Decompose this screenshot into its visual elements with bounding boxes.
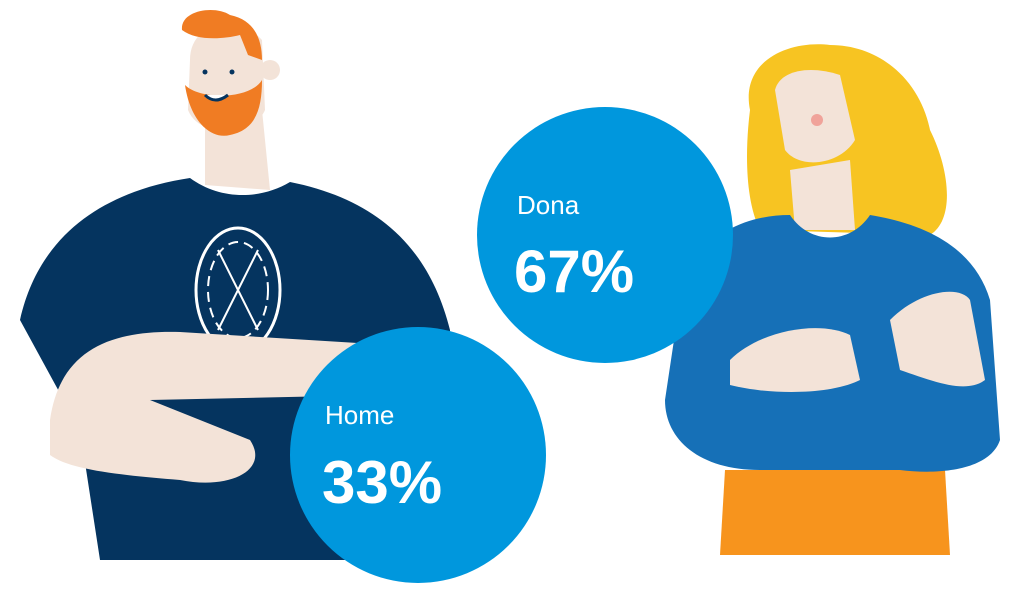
woman-illustration — [665, 44, 1000, 555]
stat-label: Dona — [517, 190, 580, 220]
stat-value: 67% — [514, 238, 634, 305]
stat-value: 33% — [322, 449, 442, 516]
stat-label: Home — [325, 400, 394, 430]
dona-circle — [477, 107, 733, 363]
home-circle — [290, 327, 546, 583]
